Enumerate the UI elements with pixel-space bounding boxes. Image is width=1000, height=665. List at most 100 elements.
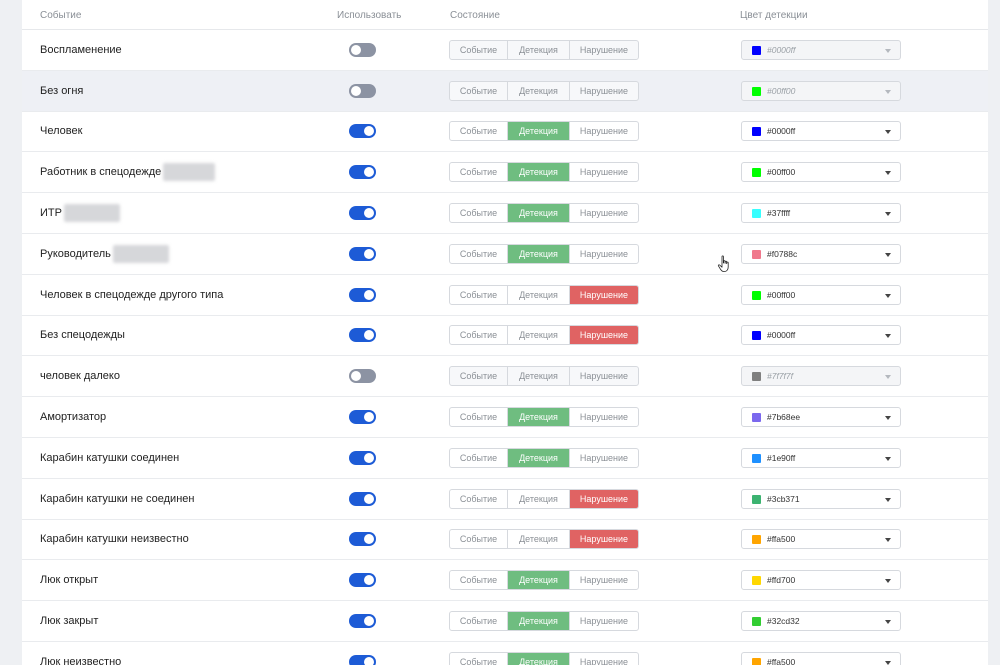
- use-toggle[interactable]: [349, 532, 376, 547]
- state-option-detection[interactable]: Детекция: [508, 163, 570, 182]
- detection-color-select[interactable]: #0000ff: [741, 325, 901, 346]
- detection-color-select[interactable]: #1e90ff: [741, 447, 901, 468]
- state-option-event[interactable]: Событие: [450, 163, 508, 182]
- chevron-down-icon: [885, 660, 891, 665]
- header-state: Состояние: [450, 10, 500, 21]
- state-option-violation[interactable]: Нарушение: [579, 616, 629, 627]
- state-option-event[interactable]: Событие: [450, 571, 508, 590]
- color-swatch: [752, 331, 761, 341]
- state-option-event[interactable]: Событие: [450, 204, 508, 223]
- state-option-violation[interactable]: Нарушение: [570, 285, 638, 304]
- state-option-event[interactable]: Событие: [450, 40, 508, 59]
- chevron-down-icon: [885, 171, 891, 176]
- detection-color-select[interactable]: #7b68ee: [741, 407, 901, 428]
- state-option-violation[interactable]: Нарушение: [579, 208, 629, 219]
- use-toggle[interactable]: [349, 42, 376, 57]
- use-toggle[interactable]: [349, 614, 376, 629]
- state-selector: Событие Детекция Нарушение: [449, 366, 639, 387]
- state-option-detection[interactable]: Детекция: [508, 326, 570, 345]
- state-option-detection[interactable]: Детекция: [508, 40, 570, 59]
- event-name: Люк неизвестно: [40, 656, 121, 665]
- state-option-event[interactable]: Событие: [450, 448, 508, 467]
- use-toggle[interactable]: [349, 124, 376, 139]
- state-option-detection[interactable]: Детекция: [508, 244, 570, 263]
- state-option-event[interactable]: Событие: [450, 612, 508, 631]
- header-use: Использовать: [337, 10, 402, 21]
- detection-color-select[interactable]: #f0788c: [741, 243, 901, 264]
- detection-color-select[interactable]: #00ff00: [741, 284, 901, 305]
- state-option-violation[interactable]: Нарушение: [579, 656, 629, 665]
- use-toggle[interactable]: [349, 450, 376, 465]
- detection-color-select[interactable]: #00ff00: [741, 162, 901, 183]
- state-option-detection[interactable]: Детекция: [508, 489, 570, 508]
- state-option-event[interactable]: Событие: [450, 408, 508, 427]
- use-toggle[interactable]: [349, 573, 376, 588]
- state-selector: Событие Детекция Нарушение: [449, 611, 639, 632]
- state-option-violation[interactable]: Нарушение: [579, 248, 629, 259]
- state-selector: Событие Детекция Нарушение: [449, 570, 639, 591]
- state-option-event[interactable]: Событие: [450, 122, 508, 141]
- state-option-event[interactable]: Событие: [450, 244, 508, 263]
- chevron-down-icon: [885, 497, 891, 502]
- state-option-detection[interactable]: Детекция: [508, 122, 570, 141]
- use-toggle[interactable]: [349, 83, 376, 98]
- state-option-violation[interactable]: Нарушение: [579, 85, 629, 96]
- state-option-detection[interactable]: Детекция: [508, 285, 570, 304]
- state-option-violation[interactable]: Нарушение: [579, 575, 629, 586]
- detection-color-select[interactable]: #00ff00: [741, 80, 901, 101]
- toggle-knob: [364, 412, 374, 423]
- use-toggle[interactable]: [349, 654, 376, 665]
- detection-color-select[interactable]: #0000ff: [741, 121, 901, 142]
- use-toggle[interactable]: [349, 206, 376, 221]
- color-swatch: [752, 494, 761, 504]
- state-option-violation[interactable]: Нарушение: [570, 489, 638, 508]
- state-option-detection[interactable]: Детекция: [508, 612, 570, 631]
- state-option-violation[interactable]: Нарушение: [579, 371, 629, 382]
- state-option-detection[interactable]: Детекция: [508, 204, 570, 223]
- state-option-detection[interactable]: Детекция: [508, 408, 570, 427]
- state-option-violation[interactable]: Нарушение: [570, 326, 638, 345]
- detection-color-select[interactable]: #ffa500: [741, 529, 901, 550]
- detection-color-select[interactable]: #ffd700: [741, 570, 901, 591]
- use-toggle[interactable]: [349, 328, 376, 343]
- toggle-knob: [364, 656, 374, 665]
- detection-color-select[interactable]: #ffa500: [741, 651, 901, 665]
- state-option-detection[interactable]: Детекция: [508, 530, 570, 549]
- state-option-event[interactable]: Событие: [450, 81, 508, 100]
- detection-color-select[interactable]: #3cb371: [741, 488, 901, 509]
- use-toggle[interactable]: [349, 491, 376, 506]
- state-option-event[interactable]: Событие: [450, 367, 508, 386]
- use-toggle[interactable]: [349, 246, 376, 261]
- state-option-event[interactable]: Событие: [450, 530, 508, 549]
- use-toggle[interactable]: [349, 165, 376, 180]
- use-toggle[interactable]: [349, 287, 376, 302]
- state-option-violation[interactable]: Нарушение: [579, 452, 629, 463]
- state-option-event[interactable]: Событие: [450, 652, 508, 665]
- state-option-violation[interactable]: Нарушение: [570, 530, 638, 549]
- detection-color-select[interactable]: #37ffff: [741, 203, 901, 224]
- event-name-label: Без спецодежды: [40, 329, 125, 342]
- state-option-violation[interactable]: Нарушение: [579, 44, 629, 55]
- state-option-violation[interactable]: Нарушение: [579, 412, 629, 423]
- state-option-violation[interactable]: Нарушение: [579, 167, 629, 178]
- state-option-detection[interactable]: Детекция: [508, 367, 570, 386]
- use-toggle[interactable]: [349, 369, 376, 384]
- table-row: Карабин катушки соединен Событие Детекция Н…: [22, 438, 988, 479]
- table-row: ИТР Событие Детекция Нарушение #37ffff: [22, 193, 988, 234]
- detection-color-select[interactable]: #0000ff: [741, 39, 901, 60]
- state-option-detection[interactable]: Детекция: [508, 652, 570, 665]
- state-option-detection[interactable]: Детекция: [508, 81, 570, 100]
- state-option-detection[interactable]: Детекция: [508, 571, 570, 590]
- detection-color-select[interactable]: #7f7f7f: [741, 366, 901, 387]
- use-toggle[interactable]: [349, 410, 376, 425]
- color-swatch: [752, 535, 761, 545]
- toggle-knob: [364, 452, 374, 463]
- chevron-down-icon: [885, 620, 891, 625]
- state-option-event[interactable]: Событие: [450, 326, 508, 345]
- state-option-event[interactable]: Событие: [450, 489, 508, 508]
- state-option-event[interactable]: Событие: [450, 285, 508, 304]
- state-selector: Событие Детекция Нарушение: [449, 651, 639, 665]
- state-option-detection[interactable]: Детекция: [508, 448, 570, 467]
- detection-color-select[interactable]: #32cd32: [741, 611, 901, 632]
- state-option-violation[interactable]: Нарушение: [579, 126, 629, 137]
